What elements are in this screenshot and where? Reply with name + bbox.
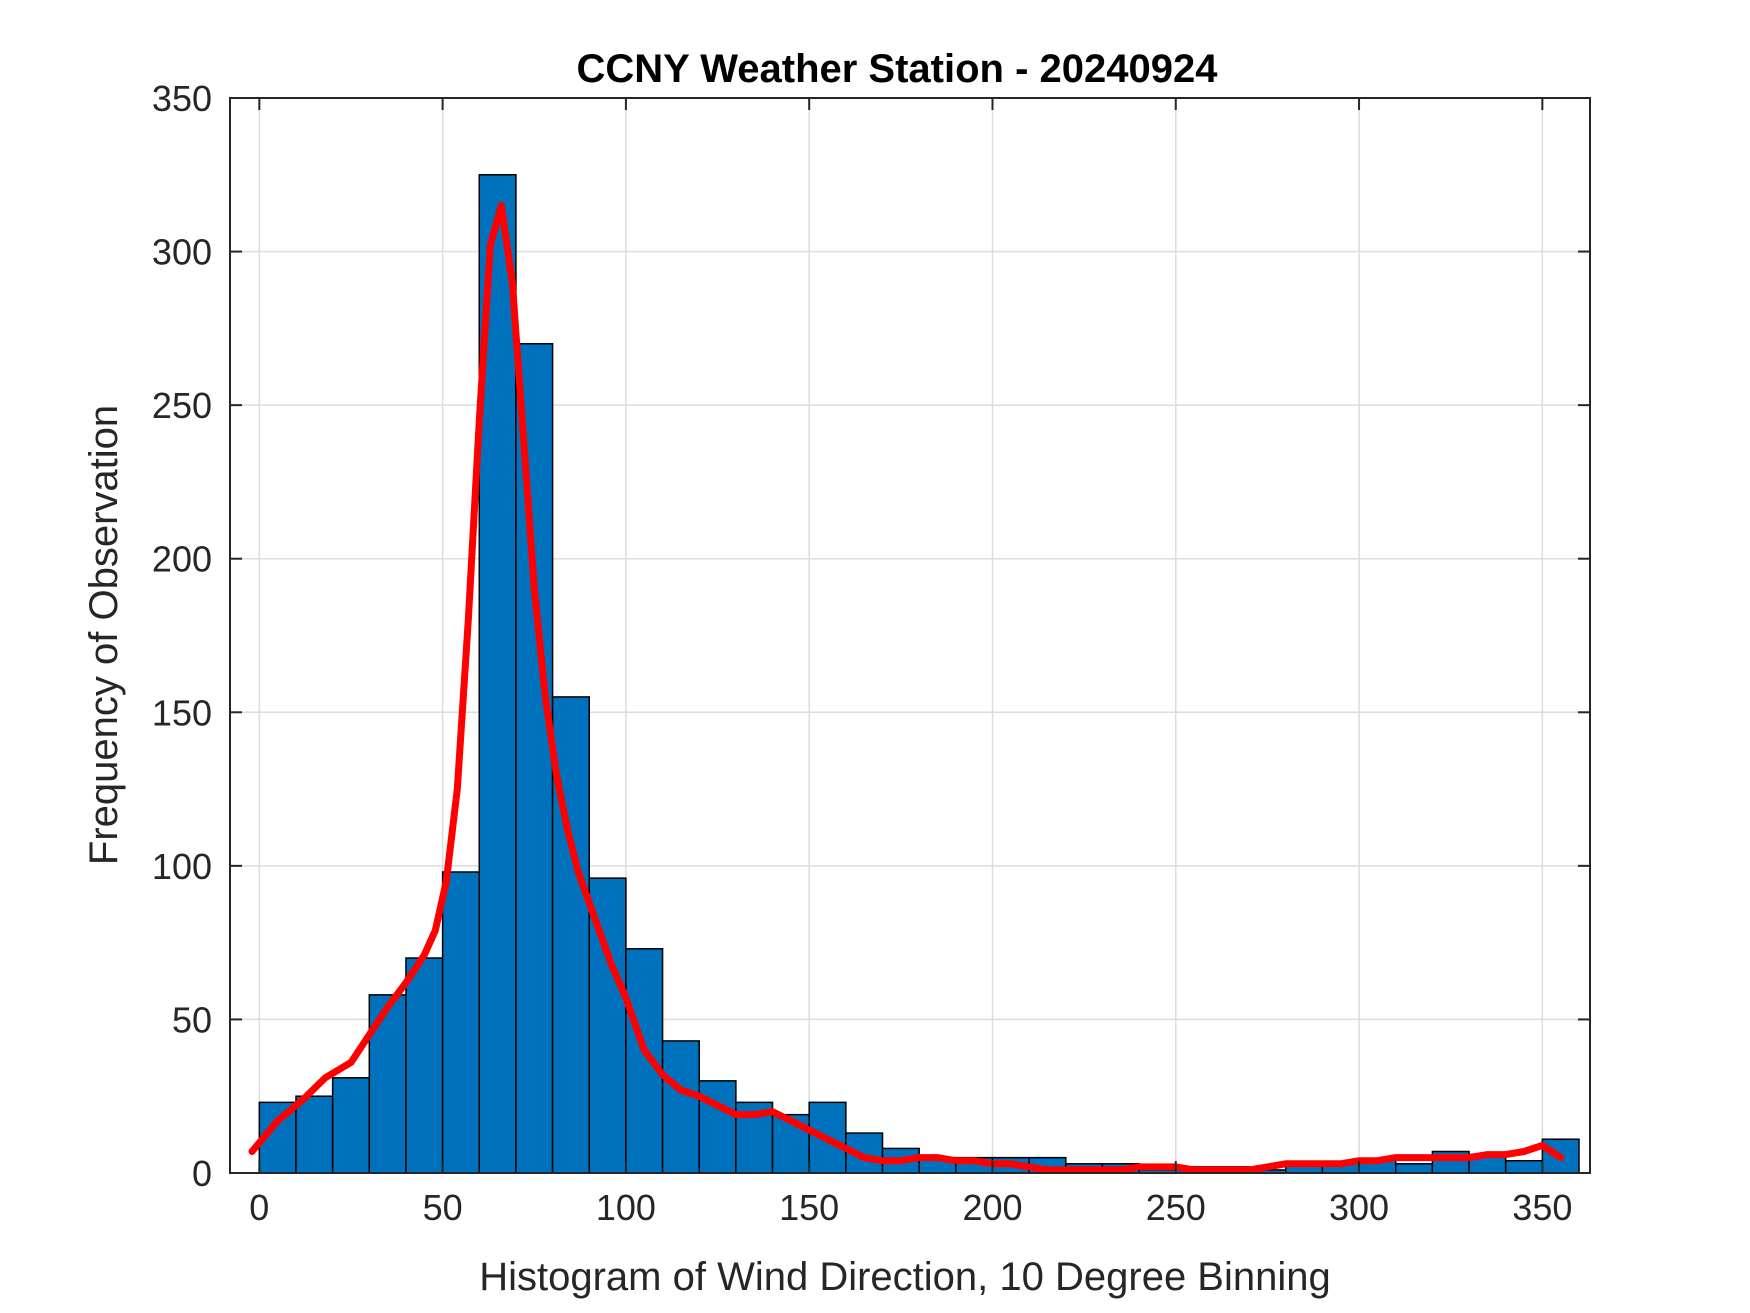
y-tick-label: 350 — [152, 78, 212, 119]
x-tick-label: 100 — [596, 1187, 656, 1228]
x-tick-label: 150 — [779, 1187, 839, 1228]
y-tick-label: 250 — [152, 385, 212, 426]
y-tick-label: 0 — [192, 1153, 212, 1194]
y-tick-label: 50 — [172, 999, 212, 1040]
histogram-bar — [1394, 1163, 1434, 1174]
axes-box — [229, 97, 1591, 1174]
histogram-bar — [368, 994, 407, 1174]
chart-title: CCNY Weather Station - 20240924 — [577, 47, 1219, 91]
histogram-bars — [258, 174, 1580, 1174]
x-tick-label: 300 — [1329, 1187, 1389, 1228]
x-tick-label: 50 — [423, 1187, 463, 1228]
x-tick-label: 350 — [1512, 1187, 1572, 1228]
y-tick-label: 100 — [152, 846, 212, 887]
smoothed-curve-layer — [248, 202, 1565, 1174]
y-tick-label: 150 — [152, 692, 212, 733]
x-axis-label: Histogram of Wind Direction, 10 Degree B… — [479, 1255, 1331, 1299]
histogram-bar — [698, 1080, 737, 1174]
histogram-bar — [661, 1040, 700, 1174]
histogram-bar — [331, 1077, 371, 1174]
histogram-bar — [441, 871, 481, 1174]
x-tick-labels: 0 50 100 150 200 250 300 350 — [249, 1187, 1572, 1228]
y-tick-label: 300 — [152, 232, 212, 273]
x-tick-label: 200 — [962, 1187, 1022, 1228]
x-tick-label: 250 — [1146, 1187, 1206, 1228]
smoothed-curve-line — [248, 202, 1565, 1174]
y-tick-labels: 0 50 100 150 200 250 300 350 — [152, 78, 212, 1194]
histogram-bar — [295, 1095, 334, 1174]
histogram-bar — [1504, 1159, 1544, 1174]
histogram-bar — [405, 957, 444, 1174]
axis-ticks — [230, 97, 1590, 1174]
histogram-bar — [625, 948, 664, 1174]
x-tick-label: 0 — [249, 1187, 269, 1228]
y-axis-label: Frequency of Observation — [82, 405, 126, 865]
y-tick-label: 200 — [152, 539, 212, 580]
histogram-bar — [515, 342, 554, 1174]
